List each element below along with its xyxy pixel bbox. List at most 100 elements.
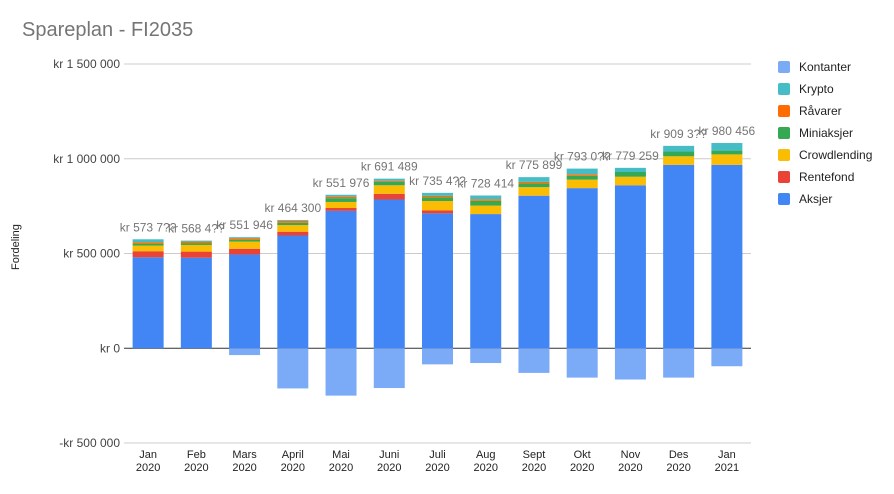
total-label: kr 573 7?? [120,220,177,234]
bar-segment-kontanter [614,348,646,380]
bar-segment-crowdlending [711,154,743,165]
legend-label: Rentefond [799,170,855,184]
bar-segment-crowdlending [614,176,646,186]
bar-segment-aksjer [277,235,309,349]
legend-swatch [778,105,790,117]
bar-segment-rentefond [180,251,212,258]
bar-segment-crowdlending [229,241,261,249]
bar-segment-råvarer [470,199,502,201]
y-tick-label: kr 500 000 [63,247,120,261]
total-label: kr 551 946 [216,218,273,232]
bar-segment-aksjer [132,257,164,349]
bar-segment-kontanter [229,348,261,356]
bar-segment-aksjer [614,185,646,349]
total-label: kr 735 4?? [409,174,466,188]
total-label: kr 980 456 [699,124,756,138]
bar-segment-kontanter [277,348,309,389]
bar-segment-aksjer [373,199,405,349]
legend-label: Crowdlending [799,148,873,162]
bar-segment-miniaksjer [470,200,502,206]
legend-swatch [778,127,790,139]
chart-title: Spareplan - FI2035 [22,19,194,41]
bar-segment-råvarer [229,238,261,240]
bar-segment-krypto [325,194,357,197]
bar-segment-aksjer [663,164,695,349]
legend-swatch [778,61,790,73]
x-tick-label: 2020 [232,462,256,474]
x-tick-label: April [282,449,304,461]
bar-segment-miniaksjer [614,172,646,177]
bar-segment-crowdlending [470,205,502,215]
total-label: kr 551 976 [313,176,370,190]
total-label: kr 691 489 [361,160,418,174]
x-tick-label: 2020 [184,462,208,474]
bar-segment-crowdlending [325,201,357,209]
bar-segment-krypto [229,237,261,239]
bar-segment-rentefond [422,210,453,214]
legend: Kontanter Krypto Råvarer Miniaksjer Crowdlen… [778,56,872,210]
bar-segment-aksjer [711,164,743,349]
y-tick-label: kr 1 000 000 [53,152,120,166]
x-tick-label: 2020 [136,462,160,474]
total-label: kr 793 0?? [554,150,611,164]
x-tick-label: 2020 [329,462,353,474]
bar-segment-rentefond [373,193,405,200]
bar-segment-krypto [711,143,743,151]
legend-swatch [778,171,790,183]
bar-segment-miniaksjer [277,222,309,226]
bar-segment-crowdlending [566,179,598,189]
bar-segment-miniaksjer [229,239,261,242]
bar-segment-kontanter [373,348,405,389]
x-tick-label: 2020 [618,462,642,474]
bar-segment-krypto [373,178,405,181]
bar-segment-aksjer [180,257,212,349]
legend-item: Rentefond [778,166,872,188]
bar-segment-aksjer [422,213,453,349]
bar-segment-rentefond [132,251,164,258]
total-label: kr 909 3?? [650,127,707,141]
bar-segment-rentefond [277,231,309,236]
bar-segment-kontanter [711,348,743,367]
bar-segment-miniaksjer [711,150,743,155]
bar-segment-krypto [663,145,695,152]
bar-segment-crowdlending [518,187,550,196]
total-label: kr 779 259 [602,149,659,163]
bar-segment-crowdlending [277,225,309,232]
legend-label: Miniaksjer [799,126,854,140]
bar-segment-råvarer [277,220,309,223]
bar-segment-krypto [277,219,309,221]
bar-segment-crowdlending [373,185,405,194]
legend-item: Kontanter [778,56,872,78]
legend-label: Aksjer [799,192,833,206]
legend-item: Miniaksjer [778,122,872,144]
bar-segment-miniaksjer [663,151,695,157]
x-tick-label: 2021 [715,462,739,474]
bar-segment-crowdlending [132,245,164,252]
bar-segment-kontanter [470,348,502,364]
total-label: kr 568 4?? [168,222,225,236]
legend-item: Crowdlending [778,144,872,166]
legend-label: Kontanter [799,60,852,74]
bar-segment-krypto [614,167,646,173]
bar-segment-råvarer [132,242,164,244]
bar-segment-kontanter [566,348,598,378]
bar-segment-kontanter [663,348,695,378]
x-tick-label: 2020 [377,462,401,474]
x-tick-label: Jan [139,449,157,461]
bar-segment-miniaksjer [180,243,212,245]
y-tick-label: kr 1 500 000 [53,57,120,71]
legend-swatch [778,83,790,95]
x-tick-label: Nov [621,449,641,461]
total-label: kr 464 300 [264,201,321,215]
bar-segment-aksjer [518,195,550,349]
x-tick-label: Aug [476,449,496,461]
legend-swatch [778,149,790,161]
bar-segment-råvarer [422,195,453,198]
x-tick-label: Juli [429,449,446,461]
bar-segment-krypto [566,168,598,175]
bar-segment-crowdlending [422,201,453,211]
bar-segment-råvarer [566,174,598,176]
y-tick-label: -kr 500 000 [59,436,120,450]
bar-segment-kontanter [325,348,357,396]
x-tick-label: 2020 [473,462,497,474]
